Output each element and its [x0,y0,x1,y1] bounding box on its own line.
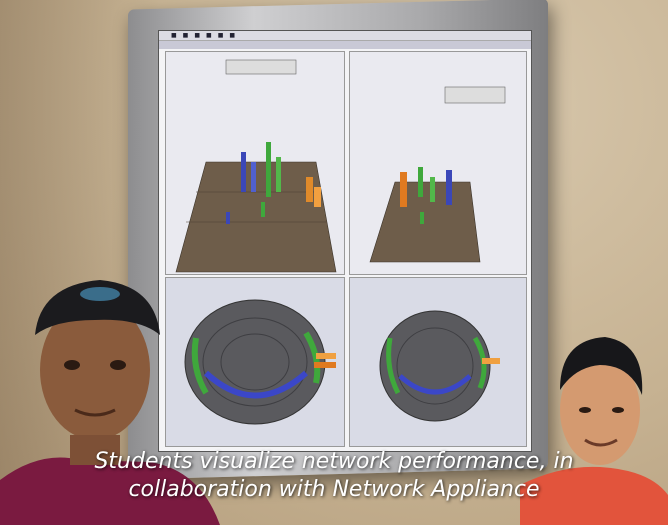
viz-panel-bottom-left [165,277,345,447]
viz-panel-top-right [349,51,527,275]
photo-caption: Students visualize network performance, … [0,448,668,504]
3d-bar-plot [175,59,337,273]
radial-plot [184,299,336,425]
person-left [0,280,220,525]
monitor-screen: ■ ■ ■ ■ ■ ■ [158,30,532,452]
viz-panel-bottom-right [349,277,527,447]
caption-line-2: collaboration with Network Appliance [128,477,540,502]
3d-bar-plot [369,86,506,263]
viz-panel-top-left [165,51,345,275]
radial-plot [379,310,500,422]
person-right [520,337,668,525]
app-tabstrip [159,41,531,49]
app-menubar: ■ ■ ■ ■ ■ ■ [159,31,531,41]
caption-line-1: Students visualize network performance, … [94,449,574,474]
